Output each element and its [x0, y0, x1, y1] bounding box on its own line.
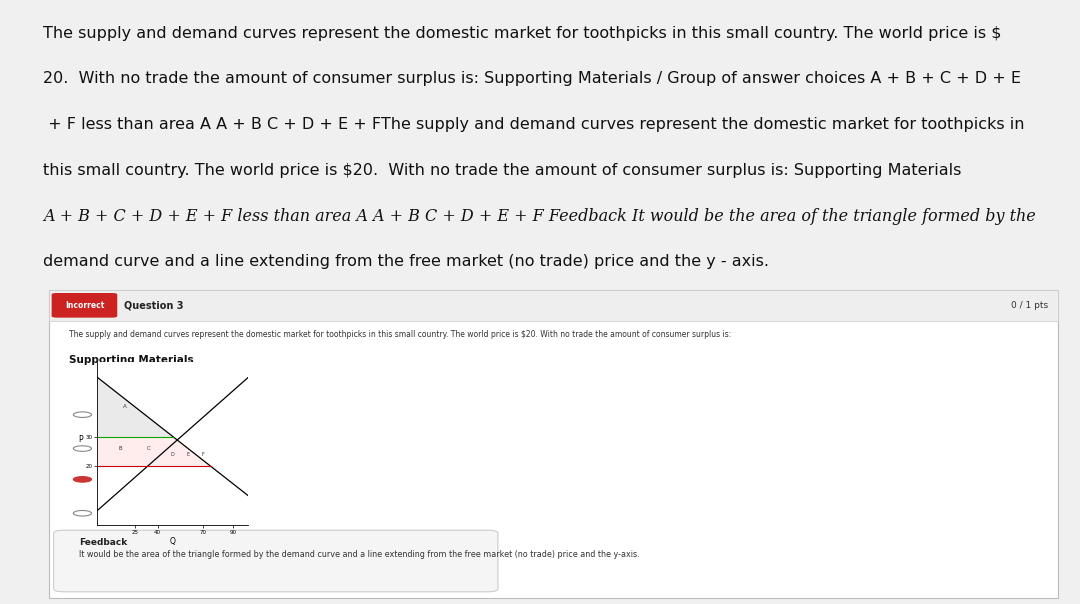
Text: Feedback: Feedback: [79, 538, 127, 547]
Text: C+D+E+F: C+D+E+F: [114, 509, 161, 518]
Circle shape: [73, 477, 92, 482]
Text: Question 3: Question 3: [124, 300, 184, 310]
Text: B: B: [118, 446, 122, 451]
Text: D: D: [171, 452, 175, 457]
Text: It would be the area of the triangle formed by the demand curve and a line exten: It would be the area of the triangle for…: [79, 550, 639, 559]
FancyBboxPatch shape: [52, 293, 118, 318]
Text: C: C: [147, 446, 150, 451]
Text: 20.  With no trade the amount of consumer surplus is: Supporting Materials / Gro: 20. With no trade the amount of consumer…: [43, 71, 1022, 86]
Bar: [49, 290, 1058, 321]
Circle shape: [73, 510, 92, 516]
Text: A+B+C+D+E+F: A+B+C+D+E+F: [114, 410, 188, 419]
Text: F: F: [202, 452, 204, 457]
Text: A + B + C + D + E + F less than area A A + B C + D + E + F Feedback It would be : A + B + C + D + E + F less than area A A…: [43, 208, 1036, 225]
FancyBboxPatch shape: [54, 530, 498, 592]
Text: Supporting Materials: Supporting Materials: [69, 355, 193, 365]
Circle shape: [73, 412, 92, 417]
Text: E: E: [187, 452, 189, 457]
Text: demand curve and a line extending from the free market (no trade) price and the : demand curve and a line extending from t…: [43, 254, 769, 269]
Text: A+B: A+B: [114, 475, 136, 484]
Y-axis label: P: P: [78, 435, 83, 444]
Text: + F less than area A A + B C + D + E + FThe supply and demand curves represent t: + F less than area A A + B C + D + E + F…: [43, 117, 1025, 132]
Text: A: A: [122, 404, 126, 410]
X-axis label: Q: Q: [170, 538, 176, 547]
Text: less than area A: less than area A: [114, 444, 187, 453]
Text: Incorrect: Incorrect: [65, 301, 104, 310]
Text: The supply and demand curves represent the domestic market for toothpicks in thi: The supply and demand curves represent t…: [69, 330, 731, 339]
Text: 0 / 1 pts: 0 / 1 pts: [1011, 301, 1049, 310]
Circle shape: [73, 446, 92, 451]
Polygon shape: [147, 437, 211, 466]
Text: this small country. The world price is $20.  With no trade the amount of consume: this small country. The world price is $…: [43, 162, 961, 178]
Text: The supply and demand curves represent the domestic market for toothpicks in thi: The supply and demand curves represent t…: [43, 26, 1002, 40]
Polygon shape: [97, 378, 173, 437]
Polygon shape: [97, 437, 173, 466]
